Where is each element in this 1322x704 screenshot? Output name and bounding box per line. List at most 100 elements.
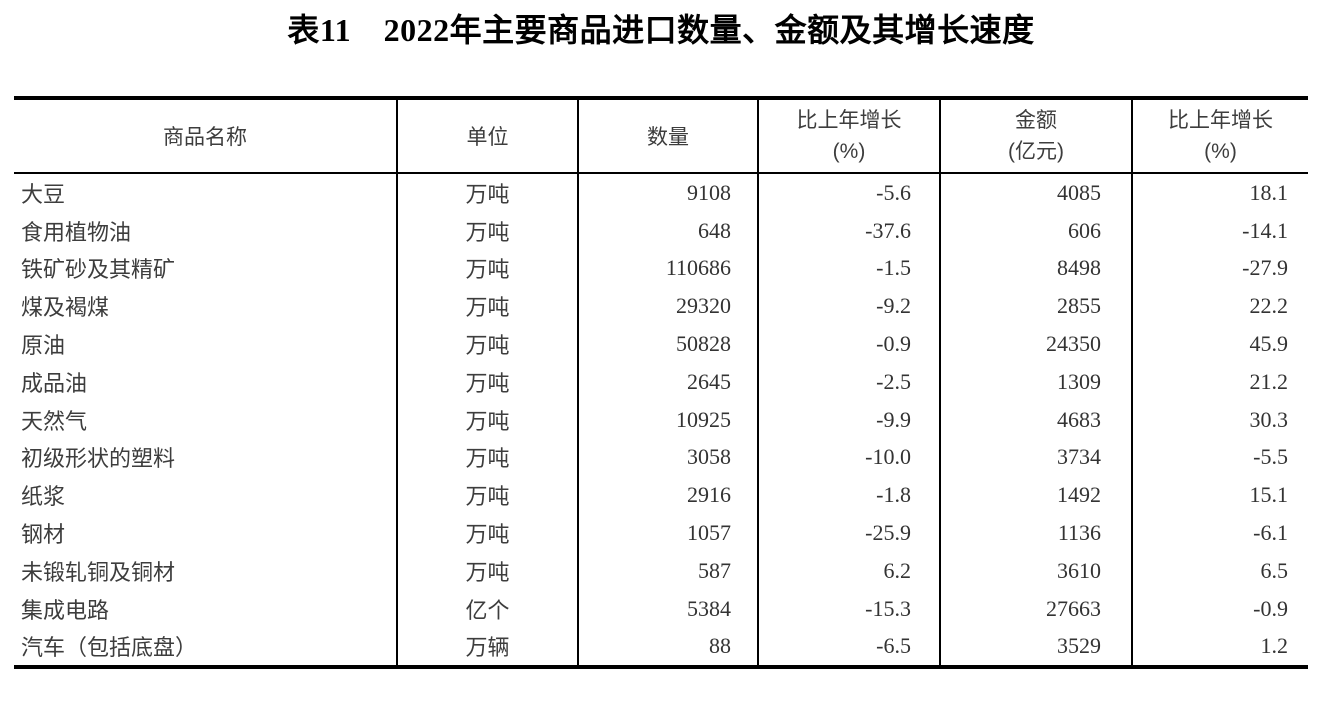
- cell-commodity-name: 汽车（包括底盘）: [14, 627, 398, 668]
- table-row: 成品油 万吨 2645 -2.5 1309 21.2: [14, 362, 1308, 401]
- cell-commodity-name: 食用植物油: [14, 211, 398, 250]
- cell-amount: 8498: [940, 249, 1133, 288]
- cell-amount: 2855: [940, 287, 1133, 326]
- cell-commodity-name: 初级形状的塑料: [14, 438, 398, 477]
- table-body: 大豆 万吨 9108 -5.6 4085 18.1 食用植物油 万吨 648 -…: [14, 173, 1308, 668]
- col-header-quantity-growth-line2: (%): [832, 140, 866, 163]
- cell-quantity-growth: -5.6: [758, 173, 941, 212]
- cell-quantity: 29320: [578, 287, 759, 326]
- cell-amount-growth: 6.5: [1260, 557, 1289, 583]
- cell-quantity: 3058: [578, 438, 759, 477]
- cell-amount-growth: 18.1: [1249, 179, 1289, 205]
- cell-unit: 万吨: [397, 249, 579, 288]
- cell-commodity-name: 天然气: [14, 400, 398, 439]
- cell-commodity-name: 成品油: [14, 362, 398, 401]
- cell-quantity: 110686: [578, 249, 759, 288]
- col-header-amount-growth-line1: 比上年增长: [1168, 109, 1273, 132]
- cell-unit: 万吨: [397, 551, 579, 590]
- col-header-quantity-growth: 比上年增长 (%): [758, 98, 941, 174]
- header-row: 商品名称 单位 数量 比上年增长 (%) 金额 (亿元) 比上年增长 (%): [14, 98, 1308, 174]
- cell-commodity-name: 铁矿砂及其精矿: [14, 249, 398, 288]
- cell-amount-growth: 30.3: [1249, 406, 1289, 432]
- table-row: 汽车（包括底盘） 万辆 88 -6.5 3529 1.2: [14, 627, 1308, 668]
- cell-quantity: 1057: [578, 514, 759, 552]
- cell-amount: 27663: [940, 589, 1133, 628]
- cell-quantity: 587: [578, 551, 759, 590]
- cell-amount-growth: -27.9: [1242, 255, 1288, 281]
- cell-amount-growth: 15.1: [1249, 482, 1289, 508]
- table-row: 天然气 万吨 10925 -9.9 4683 30.3: [14, 400, 1308, 439]
- cell-commodity-name: 煤及褐煤: [14, 287, 398, 326]
- col-header-amount-growth-line2: (%): [1204, 140, 1237, 163]
- col-header-unit: 单位: [397, 98, 579, 174]
- cell-quantity-growth: -2.5: [758, 362, 941, 401]
- cell-quantity-growth: -9.2: [758, 287, 941, 326]
- col-header-quantity-growth-line1: 比上年增长: [796, 109, 902, 132]
- col-header-amount-line1: 金额: [1015, 109, 1057, 132]
- cell-amount-growth: 45.9: [1249, 331, 1289, 357]
- col-header-name: 商品名称: [14, 98, 398, 174]
- cell-quantity-growth: -1.8: [758, 476, 941, 515]
- cell-amount: 1309: [940, 362, 1133, 401]
- table-row: 食用植物油 万吨 648 -37.6 606 -14.1: [14, 211, 1308, 250]
- cell-commodity-name: 钢材: [14, 514, 398, 552]
- cell-unit: 万吨: [397, 287, 579, 326]
- table-row: 集成电路 亿个 5384 -15.3 27663 -0.9: [14, 589, 1308, 628]
- cell-quantity: 2645: [578, 362, 759, 401]
- cell-amount: 3734: [940, 438, 1133, 477]
- cell-amount: 4683: [940, 400, 1133, 439]
- cell-quantity-growth: -37.6: [758, 211, 941, 250]
- table-row: 铁矿砂及其精矿 万吨 110686 -1.5 8498 -27.9: [14, 249, 1308, 288]
- cell-amount: 606: [940, 211, 1133, 250]
- cell-quantity-growth: -0.9: [758, 325, 941, 363]
- col-header-amount-growth: 比上年增长 (%): [1132, 98, 1308, 174]
- cell-commodity-name: 未锻轧铜及铜材: [14, 551, 398, 590]
- col-header-amount: 金额 (亿元): [940, 98, 1133, 174]
- cell-quantity-growth: -10.0: [758, 438, 941, 477]
- table-row: 纸浆 万吨 2916 -1.8 1492 15.1: [14, 476, 1308, 515]
- cell-unit: 万吨: [397, 514, 579, 552]
- cell-amount: 1492: [940, 476, 1133, 515]
- cell-quantity-growth: -25.9: [758, 514, 941, 552]
- cell-quantity-growth: -9.9: [758, 400, 941, 439]
- cell-commodity-name: 大豆: [14, 173, 398, 212]
- cell-amount-growth: 1.2: [1260, 633, 1289, 659]
- cell-quantity: 10925: [578, 400, 759, 439]
- cell-unit: 万吨: [397, 400, 579, 439]
- cell-amount-growth: -6.1: [1253, 520, 1288, 546]
- col-header-quantity: 数量: [578, 98, 759, 174]
- cell-amount-growth: 22.2: [1249, 293, 1289, 319]
- cell-amount: 3529: [940, 627, 1133, 668]
- table-row: 煤及褐煤 万吨 29320 -9.2 2855 22.2: [14, 287, 1308, 326]
- cell-quantity: 2916: [578, 476, 759, 515]
- cell-quantity-growth: -15.3: [758, 589, 941, 628]
- table-row: 大豆 万吨 9108 -5.6 4085 18.1: [14, 173, 1308, 212]
- imports-table: 商品名称 单位 数量 比上年增长 (%) 金额 (亿元) 比上年增长 (%) 大…: [14, 96, 1308, 670]
- cell-quantity: 5384: [578, 589, 759, 628]
- table-row: 钢材 万吨 1057 -25.9 1136 -6.1: [14, 514, 1308, 552]
- cell-commodity-name: 纸浆: [14, 476, 398, 515]
- col-header-amount-line2: (亿元): [1008, 140, 1064, 163]
- cell-quantity-growth: 6.2: [758, 551, 941, 590]
- cell-quantity: 9108: [578, 173, 759, 212]
- cell-unit: 万吨: [397, 362, 579, 401]
- cell-unit: 万吨: [397, 438, 579, 477]
- cell-quantity-growth: -1.5: [758, 249, 941, 288]
- cell-quantity: 648: [578, 211, 759, 250]
- cell-commodity-name: 原油: [14, 325, 398, 363]
- cell-unit: 万吨: [397, 476, 579, 515]
- cell-unit: 万吨: [397, 325, 579, 363]
- cell-unit: 万吨: [397, 211, 579, 250]
- cell-commodity-name: 集成电路: [14, 589, 398, 628]
- table-row: 原油 万吨 50828 -0.9 24350 45.9: [14, 325, 1308, 363]
- table-row: 未锻轧铜及铜材 万吨 587 6.2 3610 6.5: [14, 551, 1308, 590]
- cell-amount: 1136: [940, 514, 1133, 552]
- cell-unit: 万吨: [397, 173, 579, 212]
- cell-quantity: 88: [578, 627, 759, 668]
- cell-amount-growth: -0.9: [1253, 595, 1288, 621]
- cell-unit: 万辆: [397, 627, 579, 668]
- cell-amount-growth: -5.5: [1253, 444, 1288, 470]
- cell-quantity-growth: -6.5: [758, 627, 941, 668]
- cell-amount: 3610: [940, 551, 1133, 590]
- table-row: 初级形状的塑料 万吨 3058 -10.0 3734 -5.5: [14, 438, 1308, 477]
